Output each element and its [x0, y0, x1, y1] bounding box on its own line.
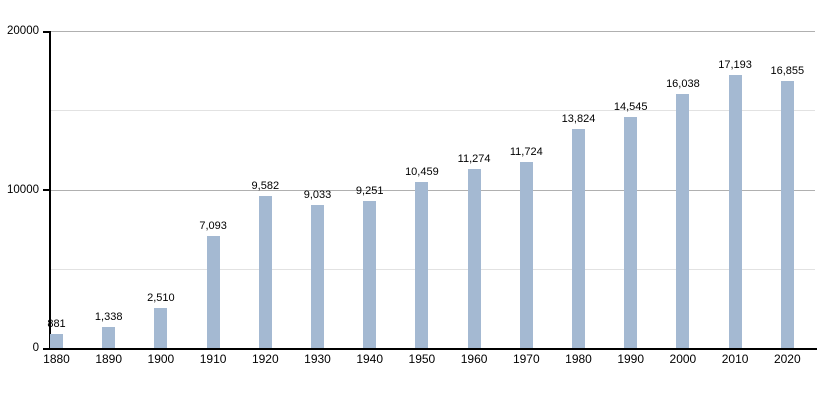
x-axis-label: 1880 [43, 352, 70, 366]
y-axis-tick-label: 10000 [7, 183, 39, 196]
x-axis-label: 2010 [721, 352, 749, 366]
y-axis-tick [43, 30, 49, 33]
bar [676, 93, 690, 348]
y-axis-line [49, 31, 51, 348]
bar [624, 117, 638, 348]
x-axis-label: 1920 [251, 352, 279, 366]
bar-value-label: 11,274 [457, 153, 491, 166]
bar [780, 80, 794, 348]
major-gridline [49, 31, 815, 32]
x-axis-label: 1990 [617, 352, 645, 366]
bar [728, 75, 742, 348]
bar-value-label: 13,824 [561, 112, 596, 125]
bar [572, 128, 585, 348]
x-axis-label: 2020 [773, 352, 801, 366]
bar [519, 162, 533, 348]
y-axis-tick-label: 20000 [7, 25, 39, 37]
x-axis-label: 1900 [147, 352, 175, 366]
x-axis-label: 1910 [199, 352, 227, 366]
bar-value-label: 16,038 [666, 77, 700, 90]
x-axis-label: 1980 [565, 352, 592, 366]
bar-value-label: 17,193 [718, 59, 752, 72]
x-axis-label: 1950 [408, 352, 436, 366]
x-axis-label: 1940 [356, 352, 384, 366]
bar [102, 326, 116, 348]
y-axis-tick-label: 0 [32, 342, 39, 354]
bar [258, 196, 272, 348]
minor-gridline [49, 268, 815, 270]
bar [311, 204, 324, 348]
x-axis-label: 1890 [95, 352, 123, 366]
bar [50, 334, 63, 348]
bar-value-label: 11,724 [509, 146, 543, 159]
bar [415, 182, 429, 348]
x-axis-label: 1970 [512, 352, 540, 366]
bar-value-label: 10,459 [405, 166, 439, 179]
x-axis-label: 1930 [304, 352, 331, 366]
x-axis-line [49, 348, 817, 350]
bar-value-label: 9,582 [251, 180, 280, 193]
bar [206, 235, 220, 348]
x-axis-label: 2000 [669, 352, 697, 366]
y-axis-tick [43, 347, 49, 350]
bar [154, 308, 168, 348]
bar [363, 201, 377, 348]
bar [467, 169, 481, 348]
x-axis-label: 1960 [460, 352, 488, 366]
bar-value-label: 9,033 [303, 188, 332, 201]
bar-value-label: 7,093 [199, 219, 227, 232]
bar-value-label: 1,338 [94, 310, 123, 323]
major-gridline [49, 189, 815, 191]
bar-value-label: 14,545 [613, 101, 648, 114]
bar-value-label: 2,510 [147, 292, 175, 305]
bar-value-label: 16,855 [770, 64, 805, 77]
bar-value-label: 9,251 [355, 185, 384, 198]
minor-gridline [49, 110, 815, 112]
bar-value-label: 881 [47, 318, 66, 331]
y-axis-tick [43, 189, 49, 191]
